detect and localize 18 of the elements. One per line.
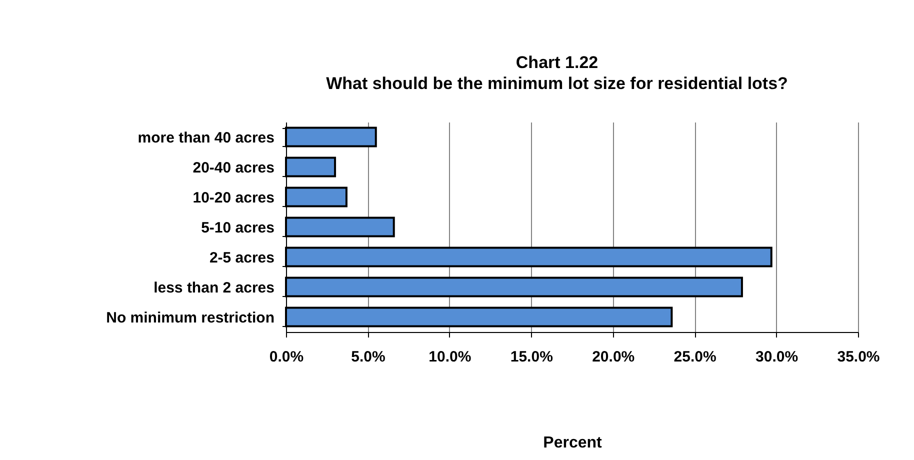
y-tick-label: 20-40 acres (192, 160, 274, 176)
x-tick-label: 15.0% (510, 348, 553, 366)
y-tick-label: less than 2 acres (154, 280, 274, 296)
x-axis-title: Percent (543, 434, 603, 452)
x-tick-label: 25.0% (674, 348, 716, 366)
x-tick-label: 30.0% (756, 348, 798, 366)
y-tick-label: No minimum restriction (106, 310, 274, 326)
y-tick-label: 2-5 acres (209, 250, 274, 266)
x-tick-label: 5.0% (351, 348, 386, 366)
x-tick-label: 20.0% (592, 348, 635, 366)
y-tick-label: 10-20 acres (192, 190, 274, 206)
y-tick-label: more than 40 acres (138, 130, 274, 146)
x-tick-label: 10.0% (428, 348, 472, 366)
x-tick-label: 35.0% (837, 348, 880, 366)
chart-title: Chart 1.22 (516, 53, 598, 72)
x-tick-label: 0.0% (269, 348, 304, 366)
chart-subtitle: What should be the minimum lot size for residential lots? (326, 74, 788, 93)
y-tick-label: 5-10 acres (201, 220, 274, 236)
